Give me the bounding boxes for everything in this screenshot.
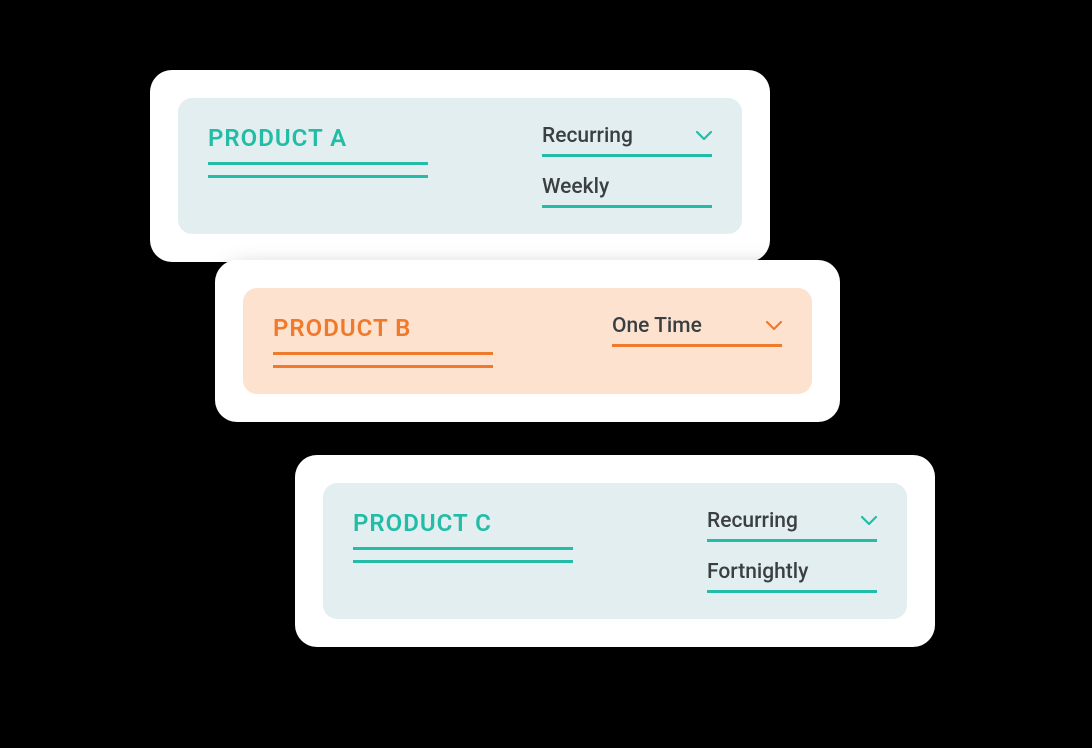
product-card: PRODUCT C Recurring Fortnightly [295,455,935,647]
product-right-column: One Time [612,314,782,347]
placeholder-line [208,162,428,165]
chevron-down-icon [766,321,782,331]
product-card-inner: PRODUCT C Recurring Fortnightly [323,483,907,619]
placeholder-line [208,175,428,178]
product-card-inner: PRODUCT B One Time [243,288,812,394]
billing-type-dropdown[interactable]: One Time [612,314,782,347]
billing-type-label: Recurring [707,509,798,533]
chevron-down-icon [696,131,712,141]
product-card: PRODUCT B One Time [215,260,840,422]
product-title: PRODUCT A [208,124,428,152]
product-left-column: PRODUCT B [273,314,493,368]
placeholder-line [273,352,493,355]
product-left-column: PRODUCT A [208,124,428,178]
placeholder-line [353,547,573,550]
billing-type-dropdown[interactable]: Recurring [542,124,712,157]
billing-type-label: One Time [612,314,702,338]
product-right-column: Recurring Weekly [542,124,712,208]
product-left-column: PRODUCT C [353,509,573,563]
product-title: PRODUCT B [273,314,493,342]
billing-interval-value: Fortnightly [707,560,877,593]
billing-interval-value: Weekly [542,175,712,208]
billing-type-label: Recurring [542,124,633,148]
product-card-inner: PRODUCT A Recurring Weekly [178,98,742,234]
placeholder-line [353,560,573,563]
product-right-column: Recurring Fortnightly [707,509,877,593]
placeholder-line [273,365,493,368]
product-card: PRODUCT A Recurring Weekly [150,70,770,262]
chevron-down-icon [861,516,877,526]
product-title: PRODUCT C [353,509,573,537]
billing-type-dropdown[interactable]: Recurring [707,509,877,542]
